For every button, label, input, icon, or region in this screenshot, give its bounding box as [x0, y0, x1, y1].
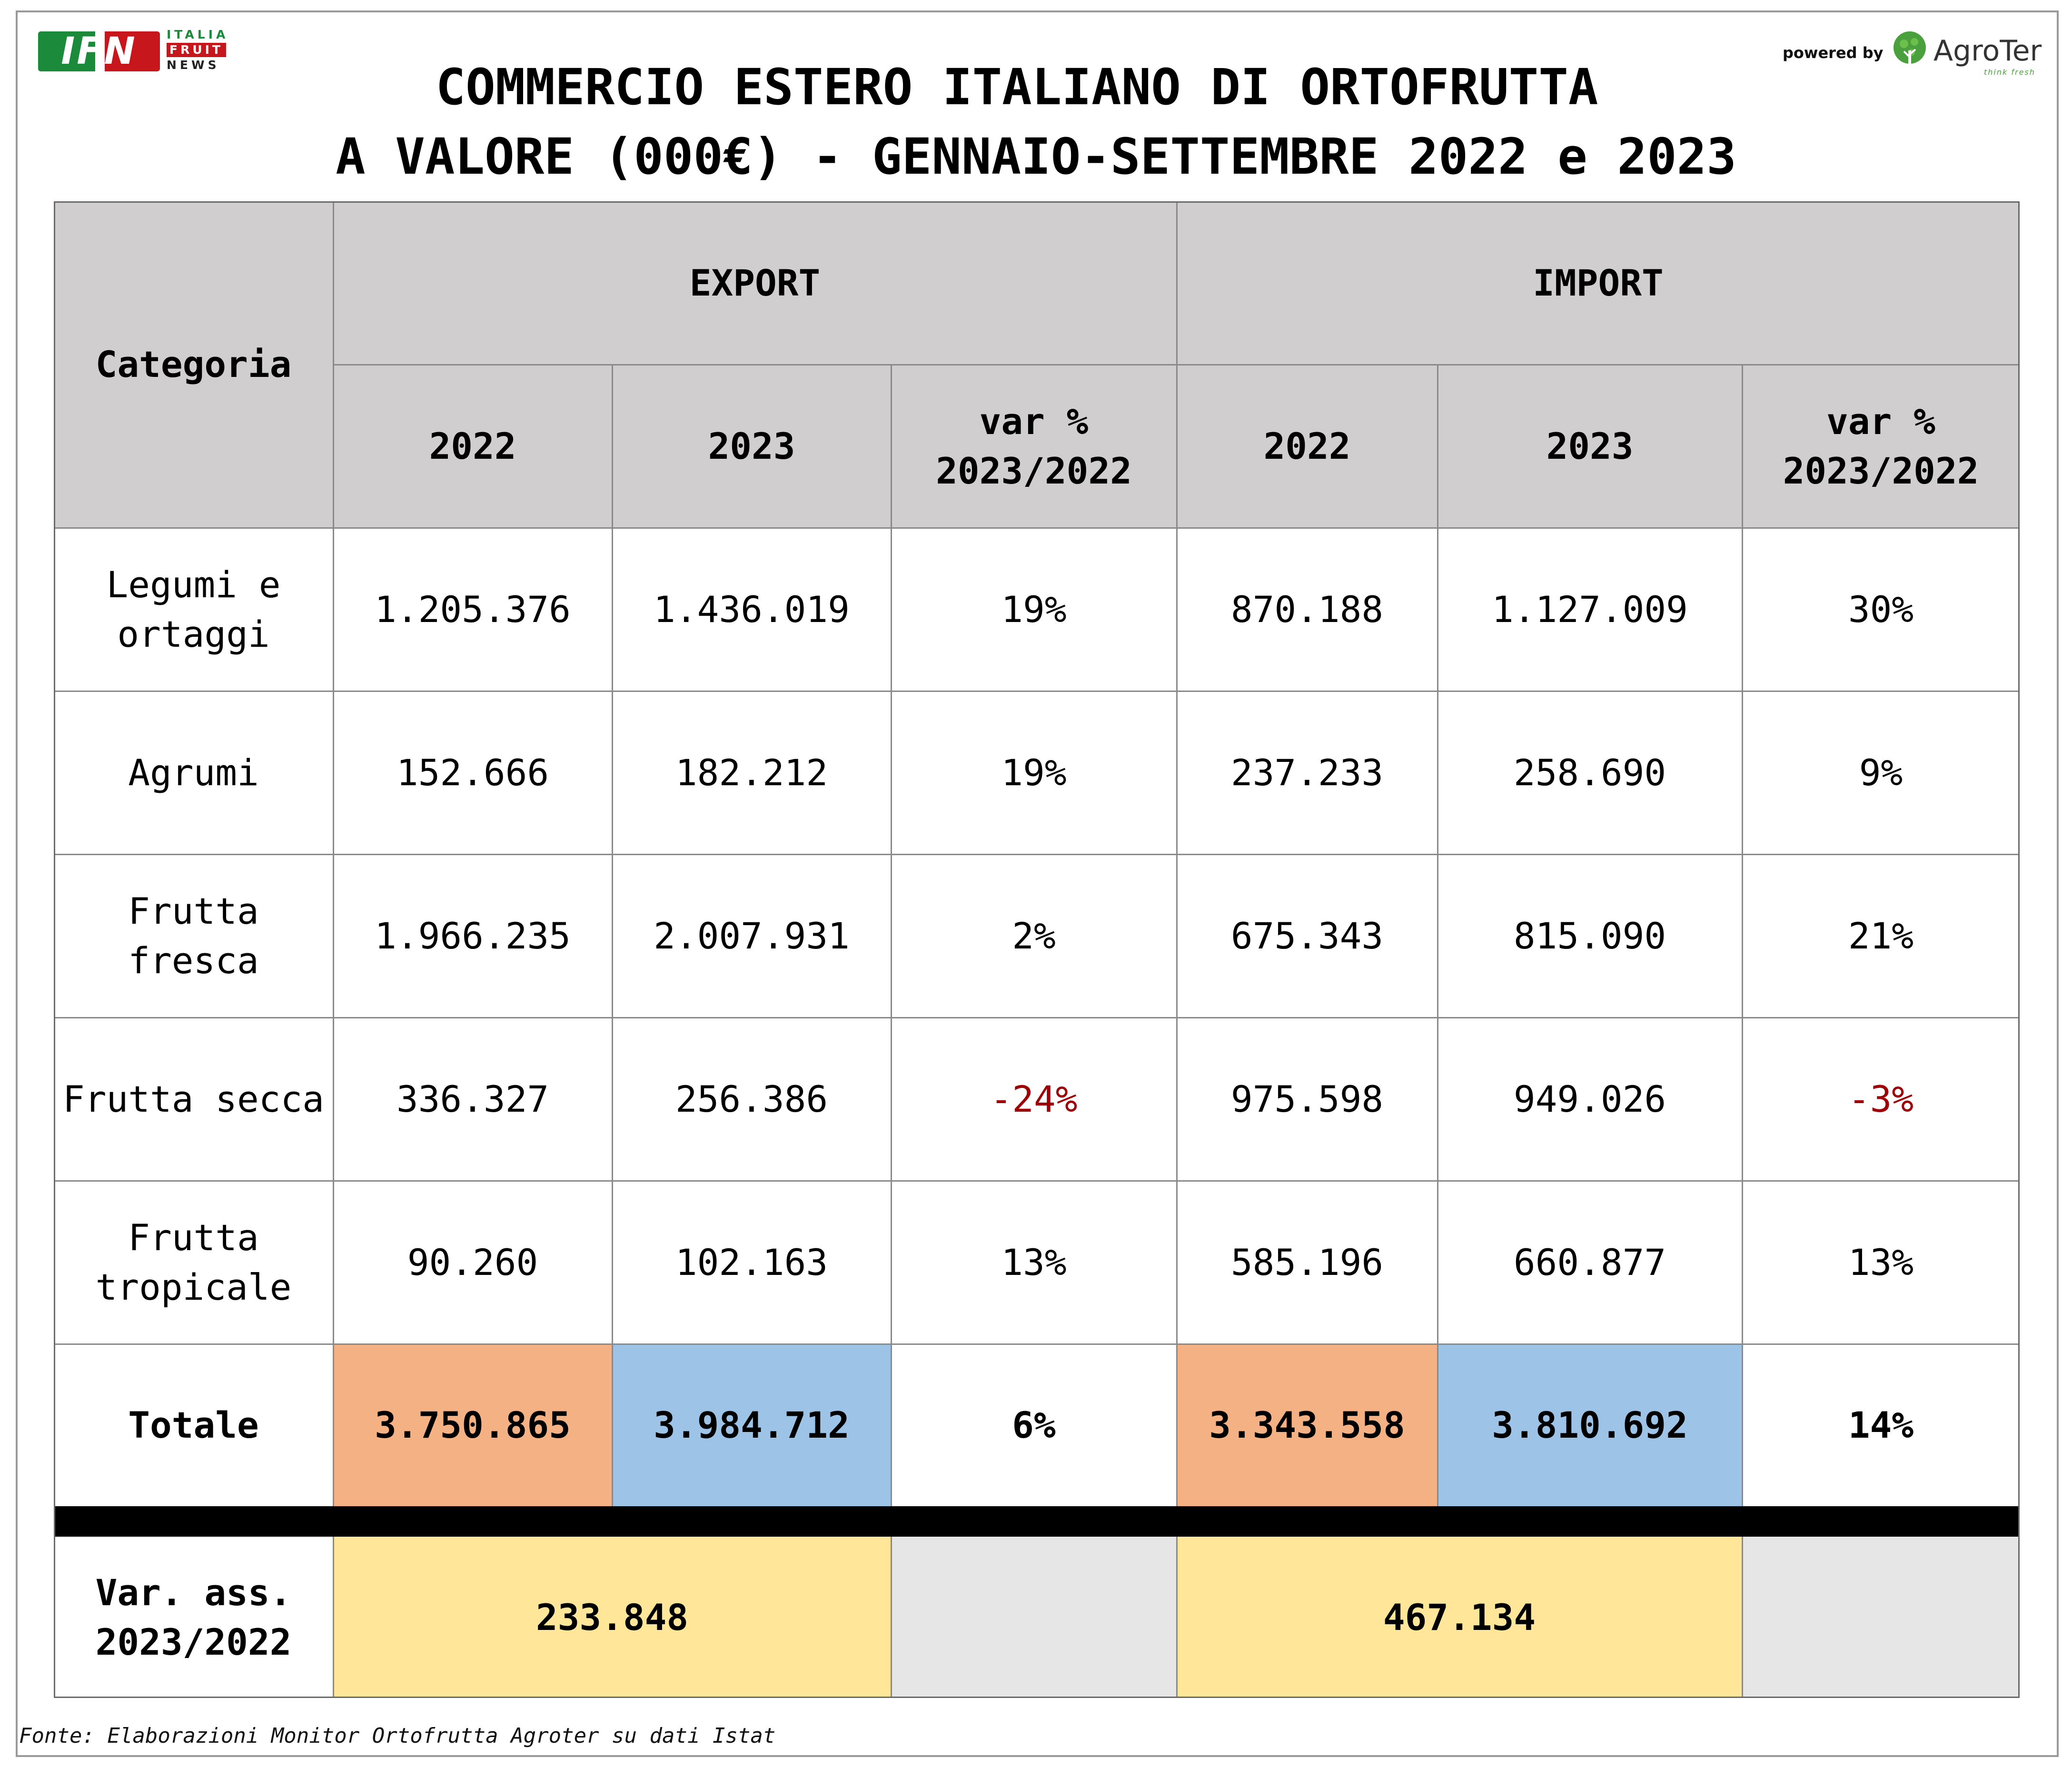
total-import-var: 14%: [1848, 1403, 1914, 1446]
grid-line: [1176, 1537, 1178, 1698]
cell-export-2022: 90.260: [407, 1241, 538, 1283]
cell-import-2023: 258.690: [1513, 751, 1666, 794]
row-category: Frutta secca: [62, 1077, 325, 1120]
grid-line: [333, 1537, 334, 1698]
cell-export-2023: 102.163: [675, 1241, 828, 1283]
title-line-2: A VALORE (000€) - GENNAIO-SETTEMBRE 2022…: [336, 128, 1736, 186]
subheader-import-2022: 2022: [1177, 365, 1438, 528]
ifn-logo-word-1: ITALIA: [167, 28, 229, 41]
var-ass-export: 233.848: [333, 1537, 891, 1698]
source-note: Fonte: Elaborazioni Monitor Ortofrutta A…: [19, 1724, 776, 1748]
cell-export-2023: 256.386: [675, 1077, 828, 1120]
var-ass-export-empty: [891, 1537, 1177, 1698]
cell-import-var: 21%: [1848, 914, 1914, 957]
var-ass-import-empty: [1742, 1537, 2020, 1698]
cell-import-2023: 1.127.009: [1492, 588, 1688, 631]
cell-import-var: 30%: [1848, 588, 1914, 631]
row-category: Legumi e ortaggi: [106, 563, 281, 655]
total-label: Totale: [128, 1403, 259, 1446]
cell-export-var: 13%: [1001, 1241, 1067, 1283]
row-category: Agrumi: [128, 751, 259, 794]
cell-import-var: 13%: [1848, 1241, 1914, 1283]
ifn-logo-letters: IFN: [61, 31, 137, 71]
grid-line: [891, 1537, 892, 1698]
subheader-export-var: var % 2023/2022: [891, 365, 1177, 528]
cell-import-var: -3%: [1848, 1077, 1914, 1120]
tree-icon: [1894, 31, 1926, 68]
var-ass-import: 467.134: [1177, 1537, 1742, 1698]
cell-export-2022: 1.966.235: [375, 914, 571, 957]
cell-export-2023: 2.007.931: [654, 914, 850, 957]
cell-export-2022: 152.666: [396, 751, 549, 794]
total-import-2022: 3.343.558: [1177, 1344, 1438, 1506]
agroter-logo: AgroTer think fresh: [1890, 28, 2042, 77]
row-category: Frutta tropicale: [95, 1216, 292, 1308]
cell-import-var: 9%: [1859, 751, 1903, 794]
title-line-1: COMMERCIO ESTERO ITALIANO DI ORTOFRUTTA: [436, 58, 1598, 116]
cell-export-var: -24%: [990, 1077, 1078, 1120]
cell-import-2023: 660.877: [1513, 1241, 1666, 1283]
grid-line: [54, 691, 2020, 692]
row-category: Frutta fresca: [128, 889, 259, 982]
grid-line: [54, 854, 2020, 855]
grid-line: [54, 1180, 2020, 1182]
grid-line: [54, 1017, 2020, 1018]
header-categoria: Categoria: [54, 201, 333, 528]
total-export-var: 6%: [1012, 1403, 1056, 1446]
cell-export-2023: 1.436.019: [654, 588, 850, 631]
cell-import-2022: 870.188: [1230, 588, 1384, 631]
cell-import-2022: 585.196: [1230, 1241, 1384, 1283]
ifn-logo-word-3: NEWS: [167, 58, 220, 72]
grid-line: [891, 365, 892, 1506]
cell-export-var: 19%: [1001, 588, 1067, 631]
ifn-logo: IFN ITALIA FRUIT NEWS: [38, 28, 243, 75]
cell-export-2022: 336.327: [396, 1077, 549, 1120]
separator-bar: [54, 1506, 2020, 1537]
subheader-import-var: var % 2023/2022: [1742, 365, 2020, 528]
cell-import-2022: 675.343: [1230, 914, 1384, 957]
cell-export-var: 19%: [1001, 751, 1067, 794]
trade-table: Categoria EXPORT IMPORT 2022 2023 var % …: [54, 201, 2020, 1698]
total-export-2022: 3.750.865: [333, 1344, 612, 1506]
grid-line: [1742, 1537, 1743, 1698]
cell-export-var: 2%: [1012, 914, 1056, 957]
subheader-export-2022: 2022: [333, 365, 612, 528]
grid-line: [54, 1343, 2020, 1345]
grid-line: [1742, 365, 1743, 1506]
cell-import-2023: 815.090: [1513, 914, 1666, 957]
agroter-tagline: think fresh: [1984, 68, 2035, 77]
grid-line: [54, 527, 2020, 529]
grid-line: [1437, 365, 1438, 1506]
var-ass-label: Var. ass. 2023/2022: [95, 1571, 292, 1663]
cell-import-2022: 237.233: [1230, 751, 1384, 794]
total-export-2023: 3.984.712: [612, 1344, 891, 1506]
powered-by-label: powered by: [1783, 44, 1884, 62]
cell-export-2022: 1.205.376: [375, 588, 571, 631]
ifn-logo-word-2: FRUIT: [167, 43, 226, 57]
ifn-logo-badge: IFN: [38, 31, 160, 71]
cell-import-2022: 975.598: [1230, 1077, 1384, 1120]
header-import: IMPORT: [1177, 201, 2020, 365]
subheader-export-2023: 2023: [612, 365, 891, 528]
cell-import-2023: 949.026: [1513, 1077, 1666, 1120]
grid-line: [612, 365, 613, 1506]
total-import-2023: 3.810.692: [1438, 1344, 1742, 1506]
agroter-name: AgroTer: [1933, 34, 2042, 68]
subheader-import-2023: 2023: [1438, 365, 1742, 528]
grid-line: [333, 364, 2020, 365]
header-export: EXPORT: [333, 201, 1177, 365]
cell-export-2023: 182.212: [675, 751, 828, 794]
